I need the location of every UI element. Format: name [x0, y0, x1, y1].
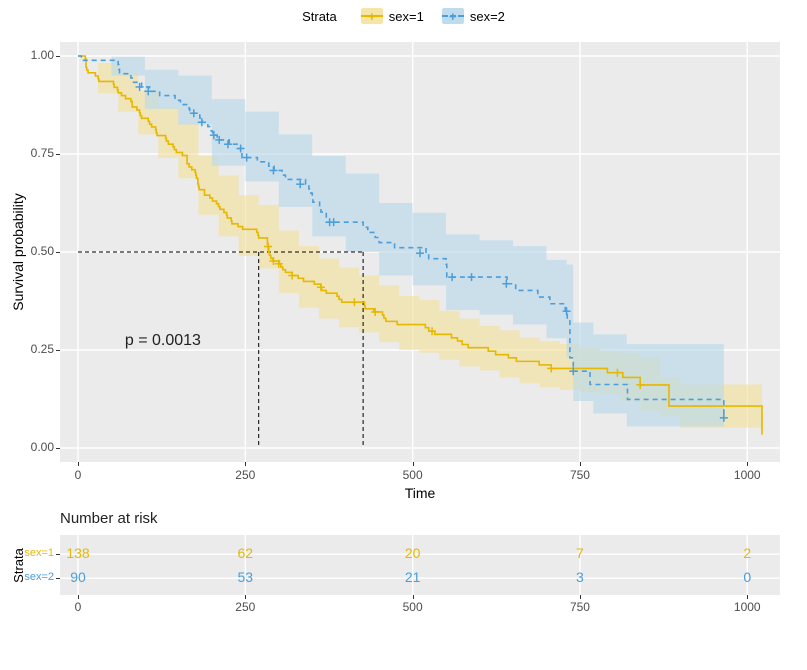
risk-x-tick-mark: [413, 595, 414, 599]
risk-table: [60, 535, 780, 595]
risk-y-axis-label-container: Strata: [8, 535, 28, 595]
x-tick-mark: [580, 462, 581, 466]
risk-row-label-sex=2: sex=2: [18, 571, 54, 583]
legend-swatch-sex1: +: [361, 8, 383, 24]
risk-value: 21: [405, 569, 421, 585]
y-tick-mark: [56, 448, 60, 449]
legend: Strata + sex=1 + sex=2: [0, 8, 807, 24]
risk-value: 3: [576, 569, 584, 585]
risk-value: 7: [576, 545, 584, 561]
risk-value: 20: [405, 545, 421, 561]
y-tick-label: 0.50: [14, 244, 54, 258]
legend-item-sex1: + sex=1: [361, 8, 424, 24]
risk-value: 0: [743, 569, 751, 585]
survival-svg: [60, 42, 780, 462]
y-tick-mark: [56, 252, 60, 253]
y-tick-mark: [56, 56, 60, 57]
legend-title: Strata: [302, 9, 337, 24]
risk-table-title: Number at risk: [60, 510, 158, 527]
legend-swatch-sex2: +: [442, 8, 464, 24]
x-tick-label: 0: [58, 468, 98, 482]
risk-value: 90: [70, 569, 86, 585]
risk-x-tick-label: 250: [235, 600, 255, 614]
legend-label-sex2: sex=2: [470, 9, 505, 24]
risk-x-tick-label: 1000: [734, 600, 761, 614]
risk-value: 62: [238, 545, 254, 561]
legend-label-sex1: sex=1: [389, 9, 424, 24]
risk-value: 53: [238, 569, 254, 585]
risk-value: 138: [66, 545, 89, 561]
risk-x-tick-mark: [747, 595, 748, 599]
x-tick-mark: [747, 462, 748, 466]
p-value-annotation: p = 0.0013: [125, 332, 201, 350]
figure-container: Strata + sex=1 + sex=2 Survival probabil…: [0, 0, 807, 670]
survival-plot: [60, 42, 780, 462]
risk-row-tick: [56, 578, 60, 579]
x-tick-mark: [413, 462, 414, 466]
x-axis-label: Time: [60, 485, 780, 501]
risk-value: 2: [743, 545, 751, 561]
risk-x-tick-mark: [78, 595, 79, 599]
y-tick-label: 0.25: [14, 342, 54, 356]
x-tick-mark: [78, 462, 79, 466]
risk-row-tick: [56, 554, 60, 555]
y-tick-label: 0.75: [14, 146, 54, 160]
risk-row-label-sex=1: sex=1: [18, 547, 54, 559]
legend-item-sex2: + sex=2: [442, 8, 505, 24]
x-tick-label: 250: [225, 468, 265, 482]
risk-x-tick-label: 750: [570, 600, 590, 614]
risk-x-tick-label: 500: [403, 600, 423, 614]
x-tick-label: 750: [560, 468, 600, 482]
x-tick-label: 1000: [727, 468, 767, 482]
y-tick-mark: [56, 350, 60, 351]
risk-svg: [60, 535, 780, 595]
x-tick-mark: [245, 462, 246, 466]
y-tick-mark: [56, 154, 60, 155]
risk-x-tick-mark: [580, 595, 581, 599]
y-tick-label: 1.00: [14, 48, 54, 62]
x-tick-label: 500: [393, 468, 433, 482]
risk-x-tick-mark: [245, 595, 246, 599]
y-tick-label: 0.00: [14, 440, 54, 454]
risk-x-tick-label: 0: [75, 600, 82, 614]
